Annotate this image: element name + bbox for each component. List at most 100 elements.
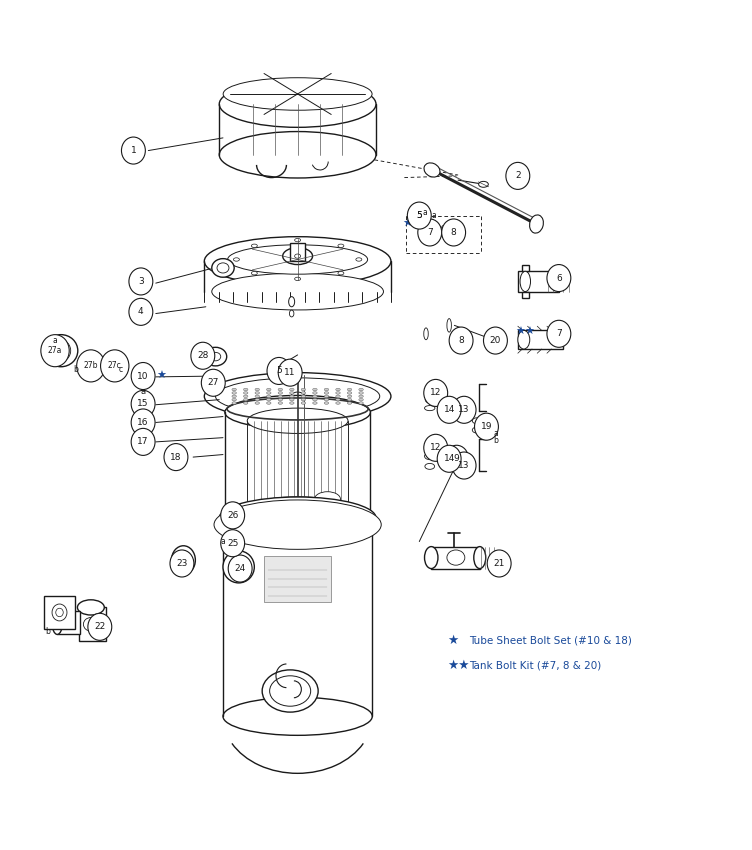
Ellipse shape bbox=[77, 600, 105, 615]
Circle shape bbox=[101, 350, 129, 382]
Ellipse shape bbox=[518, 331, 529, 349]
Ellipse shape bbox=[425, 453, 435, 460]
Ellipse shape bbox=[232, 402, 236, 405]
Ellipse shape bbox=[52, 604, 67, 620]
Ellipse shape bbox=[291, 392, 305, 400]
Ellipse shape bbox=[295, 277, 301, 280]
Ellipse shape bbox=[52, 611, 62, 634]
Ellipse shape bbox=[212, 273, 384, 310]
Ellipse shape bbox=[324, 399, 329, 401]
Ellipse shape bbox=[223, 499, 372, 537]
Ellipse shape bbox=[359, 388, 363, 391]
Text: 5: 5 bbox=[276, 366, 282, 376]
Circle shape bbox=[424, 379, 447, 406]
Text: 19: 19 bbox=[481, 422, 493, 431]
Text: 12: 12 bbox=[430, 388, 441, 398]
Text: b: b bbox=[74, 365, 78, 374]
Ellipse shape bbox=[289, 297, 295, 307]
Circle shape bbox=[129, 268, 153, 295]
Ellipse shape bbox=[266, 402, 271, 405]
Ellipse shape bbox=[478, 181, 488, 187]
Ellipse shape bbox=[520, 271, 530, 292]
Circle shape bbox=[452, 452, 476, 479]
Ellipse shape bbox=[278, 388, 283, 391]
Text: 14: 14 bbox=[444, 405, 455, 414]
Circle shape bbox=[475, 413, 499, 440]
Ellipse shape bbox=[359, 402, 363, 405]
Ellipse shape bbox=[266, 395, 271, 398]
Circle shape bbox=[131, 362, 155, 389]
Circle shape bbox=[170, 550, 194, 577]
Circle shape bbox=[506, 162, 529, 190]
Ellipse shape bbox=[335, 388, 340, 391]
Ellipse shape bbox=[244, 399, 248, 401]
Ellipse shape bbox=[335, 402, 340, 405]
Text: 20: 20 bbox=[490, 336, 501, 345]
Ellipse shape bbox=[227, 530, 238, 540]
Circle shape bbox=[131, 428, 155, 456]
Circle shape bbox=[449, 327, 473, 354]
Ellipse shape bbox=[301, 399, 305, 401]
Circle shape bbox=[88, 614, 112, 640]
Text: a: a bbox=[493, 429, 498, 438]
Circle shape bbox=[267, 358, 291, 384]
Circle shape bbox=[487, 550, 511, 577]
Circle shape bbox=[221, 502, 244, 529]
Ellipse shape bbox=[301, 392, 305, 394]
Ellipse shape bbox=[232, 395, 236, 398]
Ellipse shape bbox=[335, 399, 340, 401]
Circle shape bbox=[164, 444, 188, 471]
Text: 1: 1 bbox=[131, 146, 136, 155]
Text: a: a bbox=[422, 207, 427, 217]
Ellipse shape bbox=[216, 378, 380, 415]
Ellipse shape bbox=[217, 263, 229, 273]
Ellipse shape bbox=[225, 395, 371, 429]
Ellipse shape bbox=[83, 618, 99, 631]
Ellipse shape bbox=[295, 254, 301, 258]
Ellipse shape bbox=[208, 379, 219, 389]
Ellipse shape bbox=[212, 258, 234, 277]
Ellipse shape bbox=[171, 546, 196, 575]
Text: Tube Sheet Bolt Set (#10 & 18): Tube Sheet Bolt Set (#10 & 18) bbox=[469, 635, 632, 645]
Ellipse shape bbox=[266, 388, 271, 391]
Text: 8: 8 bbox=[458, 336, 464, 345]
Text: 22: 22 bbox=[94, 622, 105, 632]
Ellipse shape bbox=[347, 388, 352, 391]
Bar bbox=[522, 264, 529, 271]
Text: 6: 6 bbox=[556, 274, 562, 282]
Ellipse shape bbox=[266, 399, 271, 401]
Bar bbox=[518, 331, 562, 349]
Circle shape bbox=[191, 343, 215, 369]
Ellipse shape bbox=[247, 408, 348, 434]
Ellipse shape bbox=[251, 244, 257, 247]
Ellipse shape bbox=[313, 388, 317, 391]
Ellipse shape bbox=[226, 502, 241, 516]
Ellipse shape bbox=[211, 353, 221, 360]
Circle shape bbox=[122, 137, 145, 164]
Ellipse shape bbox=[356, 258, 362, 261]
Circle shape bbox=[444, 445, 468, 473]
Circle shape bbox=[41, 335, 69, 366]
Text: 28: 28 bbox=[197, 351, 208, 360]
Bar bbox=[44, 596, 75, 629]
Ellipse shape bbox=[472, 427, 481, 433]
Text: 26: 26 bbox=[227, 511, 238, 520]
Text: 5: 5 bbox=[417, 211, 422, 220]
Ellipse shape bbox=[278, 392, 283, 394]
Ellipse shape bbox=[283, 247, 313, 264]
Text: 18: 18 bbox=[170, 452, 182, 462]
Ellipse shape bbox=[338, 244, 344, 247]
Ellipse shape bbox=[313, 395, 317, 398]
Ellipse shape bbox=[529, 215, 544, 233]
Bar bbox=[264, 556, 331, 603]
Ellipse shape bbox=[203, 374, 224, 394]
Text: 8: 8 bbox=[450, 228, 456, 237]
Text: 23: 23 bbox=[176, 559, 187, 568]
Ellipse shape bbox=[301, 388, 305, 391]
Ellipse shape bbox=[255, 399, 259, 401]
Circle shape bbox=[437, 445, 461, 473]
Ellipse shape bbox=[220, 132, 376, 178]
Ellipse shape bbox=[338, 271, 344, 275]
Ellipse shape bbox=[205, 236, 391, 286]
Ellipse shape bbox=[324, 402, 329, 405]
